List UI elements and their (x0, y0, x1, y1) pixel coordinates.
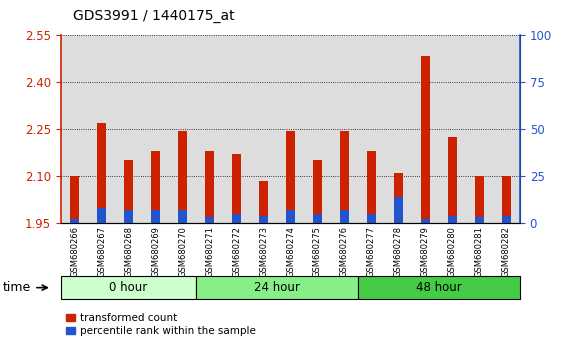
Bar (97, 208, 106, 223)
Text: 24 hour: 24 hour (254, 281, 300, 294)
Text: 48 hour: 48 hour (416, 281, 462, 294)
Bar (475, 217, 484, 223)
Bar (178, 210, 187, 223)
Bar (448, 137, 457, 223)
Bar (286, 131, 295, 223)
FancyBboxPatch shape (358, 276, 520, 299)
Bar (259, 181, 268, 223)
Bar (367, 151, 376, 223)
Text: time: time (3, 281, 47, 294)
FancyBboxPatch shape (196, 276, 358, 299)
Bar (340, 131, 349, 223)
Bar (367, 213, 376, 223)
Bar (124, 210, 133, 223)
FancyBboxPatch shape (61, 276, 196, 299)
Bar (286, 210, 295, 223)
Bar (421, 56, 430, 223)
Bar (502, 176, 511, 223)
Bar (502, 216, 511, 223)
Bar (151, 151, 160, 223)
Bar (313, 160, 322, 223)
Bar (178, 131, 187, 223)
Bar (70, 176, 79, 223)
Bar (232, 213, 241, 223)
Bar (394, 197, 403, 223)
Bar (475, 176, 484, 223)
Bar (151, 210, 160, 223)
Bar (232, 154, 241, 223)
Bar (205, 151, 214, 223)
Bar (313, 213, 322, 223)
Bar (394, 173, 403, 223)
Legend: transformed count, percentile rank within the sample: transformed count, percentile rank withi… (66, 313, 256, 336)
Text: 0 hour: 0 hour (109, 281, 148, 294)
Bar (124, 160, 133, 223)
Bar (340, 210, 349, 223)
Text: GDS3991 / 1440175_at: GDS3991 / 1440175_at (73, 9, 234, 23)
Bar (70, 219, 79, 223)
Bar (259, 216, 268, 223)
Bar (97, 123, 106, 223)
Bar (448, 216, 457, 223)
Bar (205, 217, 214, 223)
Bar (421, 219, 430, 223)
